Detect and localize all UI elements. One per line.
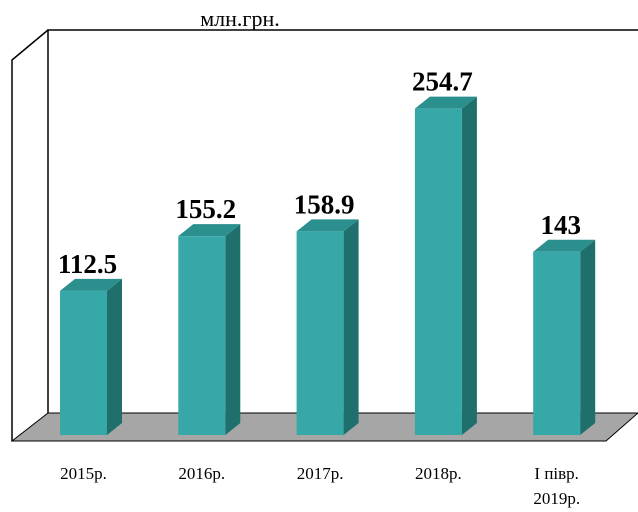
value-label: 254.7 <box>412 67 473 97</box>
bar-side <box>107 278 122 435</box>
value-label: 112.5 <box>58 249 117 279</box>
x-tick-label: 2015р. <box>60 464 107 483</box>
bar-side <box>461 96 477 436</box>
x-tick-label: 2018р. <box>415 464 462 483</box>
x-tick-label: 2017р. <box>296 464 344 483</box>
bar <box>178 236 226 435</box>
x-tick-label: 2016р. <box>178 464 226 483</box>
bar-top <box>414 96 477 109</box>
value-label: 155.2 <box>175 194 236 224</box>
bar-top <box>533 239 596 252</box>
value-label: 143 <box>540 210 581 240</box>
bar <box>533 251 581 435</box>
bar-top <box>60 278 122 291</box>
bar-side <box>343 219 359 435</box>
bar-side <box>580 239 596 435</box>
bar <box>296 231 344 435</box>
side-wall <box>11 29 49 441</box>
bar-top <box>296 219 359 232</box>
x-tick-label: І півр. 2019р. <box>533 464 581 508</box>
bar-top <box>178 224 241 237</box>
unit-title: млн.грн. <box>200 6 279 31</box>
bar-side <box>225 224 241 435</box>
bar <box>414 108 462 436</box>
bar <box>60 290 107 435</box>
value-label: 158.9 <box>294 189 355 219</box>
